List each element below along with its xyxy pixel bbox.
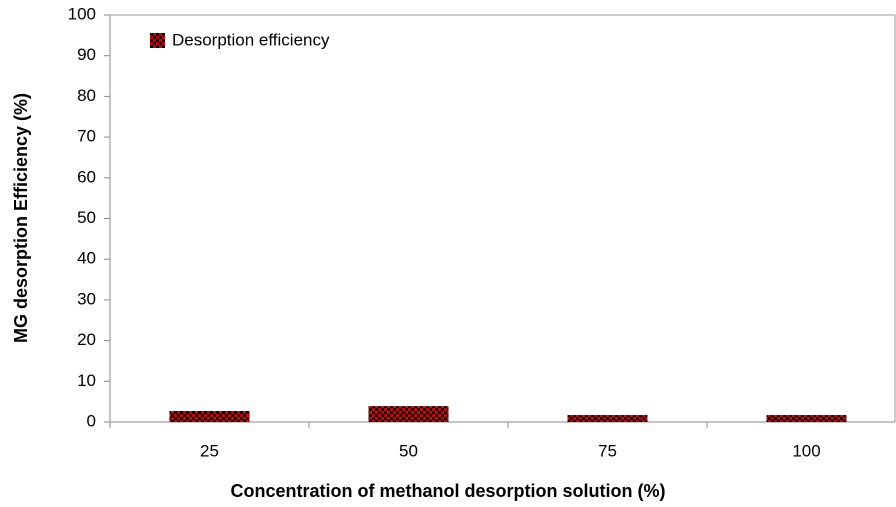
legend-label: Desorption efficiency	[172, 30, 330, 49]
y-tick-label: 10	[77, 371, 96, 390]
y-tick-label: 90	[77, 45, 96, 64]
bar	[766, 415, 847, 422]
y-tick-label: 0	[87, 411, 96, 430]
x-tick-label: 75	[598, 441, 617, 460]
y-tick-label: 70	[77, 127, 96, 146]
y-tick-label: 30	[77, 289, 96, 308]
y-tick-label: 40	[77, 249, 96, 268]
legend-swatch	[150, 33, 165, 48]
y-tick-label: 50	[77, 208, 96, 227]
bar	[567, 415, 648, 422]
x-axis-title: Concentration of methanol desorption sol…	[231, 481, 666, 501]
x-tick-label: 25	[200, 441, 219, 460]
y-tick-label: 20	[77, 330, 96, 349]
bar	[368, 406, 449, 422]
y-tick-label: 100	[68, 4, 96, 23]
y-tick-label: 60	[77, 167, 96, 186]
y-axis-title: MG desorption Efficiency (%)	[11, 93, 31, 343]
x-tick-label: 50	[399, 441, 418, 460]
x-tick-label: 100	[792, 441, 820, 460]
bar	[169, 411, 250, 422]
y-tick-label: 80	[77, 86, 96, 105]
